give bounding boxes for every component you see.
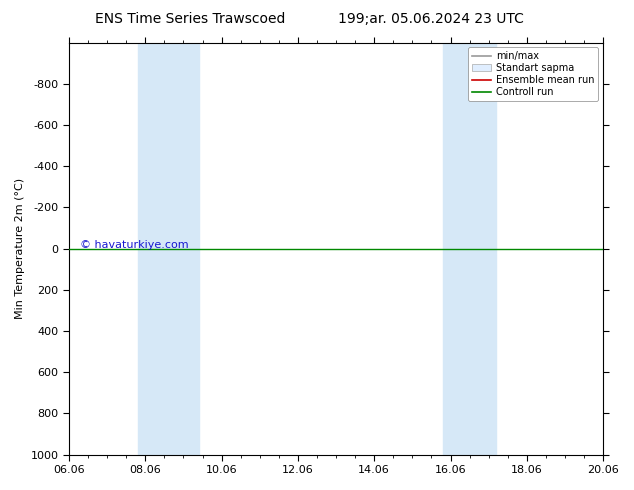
Text: 199;ar. 05.06.2024 23 UTC: 199;ar. 05.06.2024 23 UTC [338, 12, 524, 26]
Text: ENS Time Series Trawscoed: ENS Time Series Trawscoed [95, 12, 285, 26]
Bar [138, 43, 198, 455]
Legend: min/max, Standart sapma, Ensemble mean run, Controll run: min/max, Standart sapma, Ensemble mean r… [468, 48, 598, 101]
Bar [443, 43, 496, 455]
Y-axis label: Min Temperature 2m (°C): Min Temperature 2m (°C) [15, 178, 25, 319]
Text: © havaturkiye.com: © havaturkiye.com [80, 240, 188, 250]
